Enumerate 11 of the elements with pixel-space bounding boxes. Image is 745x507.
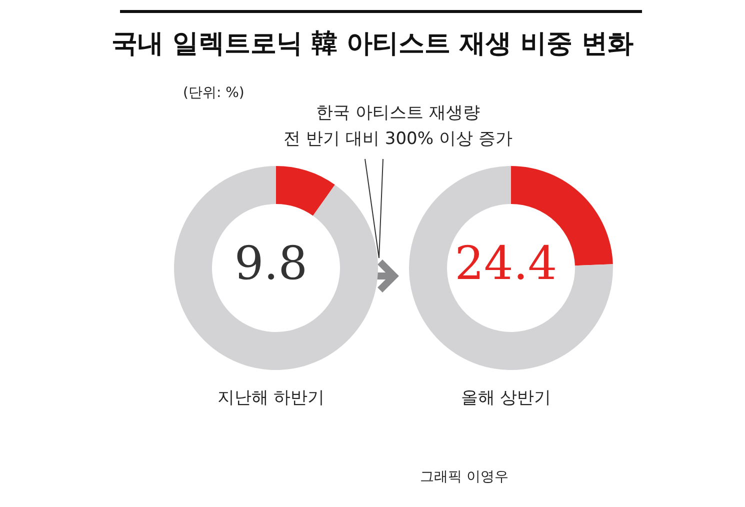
text: 올해 상반기 [460, 387, 552, 409]
text: 지난해 하반기 [216, 387, 326, 409]
donut-slice [409, 166, 613, 370]
donut-slice [276, 166, 335, 216]
text: 그래픽 이영우 [420, 468, 508, 486]
chart-title: 국내 일렉트로닉 韓 아티스트 재생 비중 변화 [110, 28, 635, 61]
text: 24.4 [454, 236, 558, 290]
text: 9.8 [233, 236, 309, 290]
donut-slice [174, 166, 378, 370]
text: 한국 아티스트 재생량 전 반기 대비 300% 이상 증가 [282, 102, 514, 151]
chart-subtitle: (단위: %) [183, 84, 244, 102]
